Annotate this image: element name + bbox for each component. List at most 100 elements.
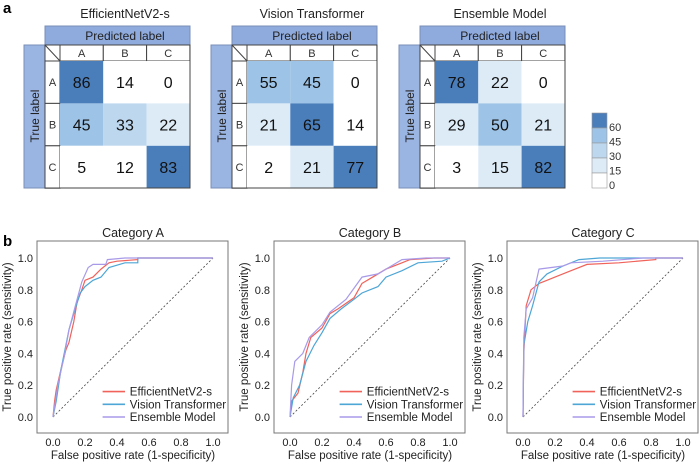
predicted-label: Predicted label — [272, 29, 351, 43]
matrix-border — [419, 44, 566, 189]
colorbar-tick: 0 — [609, 180, 615, 192]
plot-frame — [273, 240, 466, 434]
chance-diagonal — [52, 257, 214, 418]
cell-value: 45 — [303, 75, 321, 92]
cell-value: 55 — [260, 75, 278, 92]
x-tick-label: 0.0 — [515, 437, 530, 449]
roc-curve-1 — [289, 257, 451, 418]
cell-value: 77 — [346, 160, 364, 177]
roc-curve-2 — [52, 257, 213, 418]
matrix-title: Vision Transformer — [260, 7, 365, 21]
matrix-title: Ensemble Model — [453, 7, 546, 21]
matrix-cell — [146, 145, 190, 189]
roc-curve-2 — [289, 257, 450, 418]
cell-value: 22 — [159, 118, 177, 135]
y-tick-label: 0.8 — [255, 285, 270, 297]
legend-label: EfficientNetV2-s — [600, 387, 682, 399]
y-tick-label: 0.6 — [488, 317, 503, 329]
row-label: C — [424, 162, 432, 174]
x-tick-label: 0.0 — [45, 437, 60, 449]
true-label: True label — [28, 90, 42, 143]
corner-diagonal — [44, 44, 61, 62]
x-tick-label: 1.0 — [205, 437, 220, 449]
y-tick-label: 1.0 — [488, 253, 503, 265]
matrix-cell — [103, 145, 147, 189]
row-label: A — [49, 77, 57, 89]
matrix-cell — [435, 145, 479, 189]
cell-value: 29 — [448, 118, 466, 135]
cell-value: 21 — [260, 118, 278, 135]
x-tick-label: 0.8 — [643, 437, 658, 449]
colorbar-segment — [591, 172, 608, 189]
matrix-cell — [60, 145, 104, 189]
matrix-border — [44, 44, 191, 189]
y-axis-label: True positive rate (sensitivity) — [2, 262, 14, 411]
chance-diagonal — [289, 257, 451, 418]
plot-frame — [36, 240, 229, 434]
cell-value: 3 — [452, 160, 461, 177]
cell-value: 14 — [116, 75, 134, 92]
cell-value: 83 — [159, 160, 177, 177]
matrix-cell — [478, 61, 522, 104]
cell-value: 50 — [491, 118, 509, 135]
colorbar-tick: 30 — [609, 151, 621, 163]
x-tick-label: 0.6 — [378, 437, 393, 449]
x-tick-label: 0.8 — [410, 437, 425, 449]
cell-value: 0 — [164, 75, 173, 92]
plot-title: Category B — [339, 226, 402, 240]
x-tick-label: 0.2 — [77, 437, 92, 449]
matrix-cell — [333, 61, 377, 104]
matrix-cell — [60, 61, 104, 104]
panel-label-a: a — [3, 0, 12, 17]
panel-label-b: b — [3, 233, 12, 250]
predicted-label: Predicted label — [85, 29, 164, 43]
colorbar-segment — [591, 112, 608, 129]
roc-curve-0 — [522, 257, 683, 418]
cell-value: 86 — [73, 75, 91, 92]
matrix-cell — [103, 103, 147, 146]
y-tick-label: 1.0 — [18, 253, 33, 265]
chance-diagonal — [522, 257, 684, 418]
cell-value: 78 — [448, 75, 466, 92]
matrix-cell — [146, 61, 190, 104]
cell-value: 21 — [303, 160, 321, 177]
plot-title: Category C — [571, 226, 634, 240]
predicted-label: Predicted label — [460, 29, 539, 43]
matrix-cell — [290, 103, 334, 146]
row-label: B — [49, 120, 56, 132]
cell-value: 45 — [73, 118, 91, 135]
y-tick-label: 0.2 — [488, 380, 503, 392]
x-axis-label: False positive rate (1-specificity) — [288, 450, 452, 462]
cell-value: 21 — [534, 118, 552, 135]
x-tick-label: 0.8 — [173, 437, 188, 449]
cell-value: 14 — [346, 118, 364, 135]
y-tick-label: 0.0 — [255, 412, 270, 424]
matrix-cell — [146, 103, 190, 146]
y-tick-label: 0.0 — [18, 412, 33, 424]
x-tick-label: 0.0 — [282, 437, 297, 449]
x-tick-label: 0.4 — [346, 437, 361, 449]
matrix-title: EfficientNetV2-s — [80, 7, 169, 21]
column-label: B — [121, 48, 128, 60]
legend-label: Vision Transformer — [600, 399, 696, 411]
colorbar-segment — [591, 157, 608, 174]
matrix-cell — [247, 103, 291, 146]
roc-curve-2 — [522, 257, 683, 418]
x-tick-label: 1.0 — [675, 437, 690, 449]
y-tick-label: 0.2 — [255, 380, 270, 392]
column-label: A — [265, 48, 273, 60]
legend-label: Ensemble Model — [367, 412, 453, 424]
y-tick-label: 0.8 — [488, 285, 503, 297]
matrix-cell — [435, 61, 479, 104]
matrix-cell — [333, 145, 377, 189]
row-label: A — [424, 77, 432, 89]
cell-value: 22 — [491, 75, 509, 92]
colorbar-tick: 60 — [609, 122, 621, 134]
x-tick-label: 0.4 — [579, 437, 594, 449]
y-tick-label: 1.0 — [255, 253, 270, 265]
matrix-cell — [333, 103, 377, 146]
y-tick-label: 0.4 — [255, 348, 270, 360]
row-label: C — [49, 162, 57, 174]
matrix-border — [231, 44, 378, 189]
legend-label: Ensemble Model — [600, 412, 686, 424]
